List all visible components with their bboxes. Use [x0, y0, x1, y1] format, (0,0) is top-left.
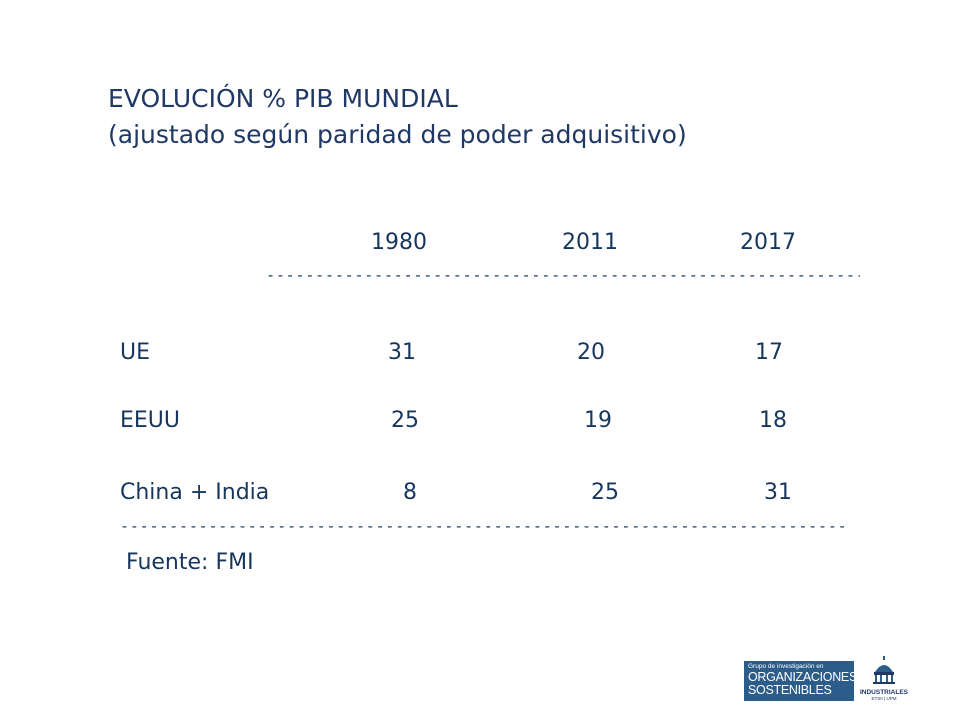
dome-icon — [873, 656, 895, 684]
logo-ind-name: INDUSTRIALES — [859, 689, 909, 696]
industriales-logo: INDUSTRIALES ETSII | UPM — [858, 656, 910, 706]
cell-china-india-1980: 8 — [403, 480, 417, 505]
logo-org-small-text: Grupo de investigación en — [748, 663, 824, 670]
slide-title: EVOLUCIÓN % PIB MUNDIAL — [108, 84, 458, 113]
cell-ue-1980: 31 — [388, 340, 416, 365]
logo-org-line1: ORGANIZACIONES — [748, 670, 858, 684]
logo-ind-sub: ETSII | UPM — [871, 696, 897, 701]
cell-eeuu-1980: 25 — [391, 408, 419, 433]
cell-ue-2011: 20 — [577, 340, 605, 365]
logo-org-line2: SOSTENIBLES — [748, 683, 832, 697]
source-note: Fuente: FMI — [126, 550, 254, 575]
cell-china-india-2011: 25 — [591, 480, 619, 505]
row-label-ue: UE — [120, 340, 151, 365]
header-separator: ----------------------------------------… — [266, 266, 860, 284]
cell-eeuu-2011: 19 — [584, 408, 612, 433]
row-label-china-india: China + India — [120, 480, 270, 505]
slide-subtitle: (ajustado según paridad de poder adquisi… — [108, 120, 687, 149]
column-header-1980: 1980 — [371, 230, 427, 255]
cell-eeuu-2017: 18 — [759, 408, 787, 433]
column-header-2011: 2011 — [562, 230, 618, 255]
cell-ue-2017: 17 — [755, 340, 783, 365]
footer-separator: ----------------------------------------… — [120, 517, 850, 535]
research-group-logo: Grupo de investigación en ORGANIZACIONES… — [744, 661, 858, 701]
column-header-2017: 2017 — [740, 230, 796, 255]
cell-china-india-2017: 31 — [764, 480, 792, 505]
row-label-eeuu: EEUU — [120, 408, 181, 433]
